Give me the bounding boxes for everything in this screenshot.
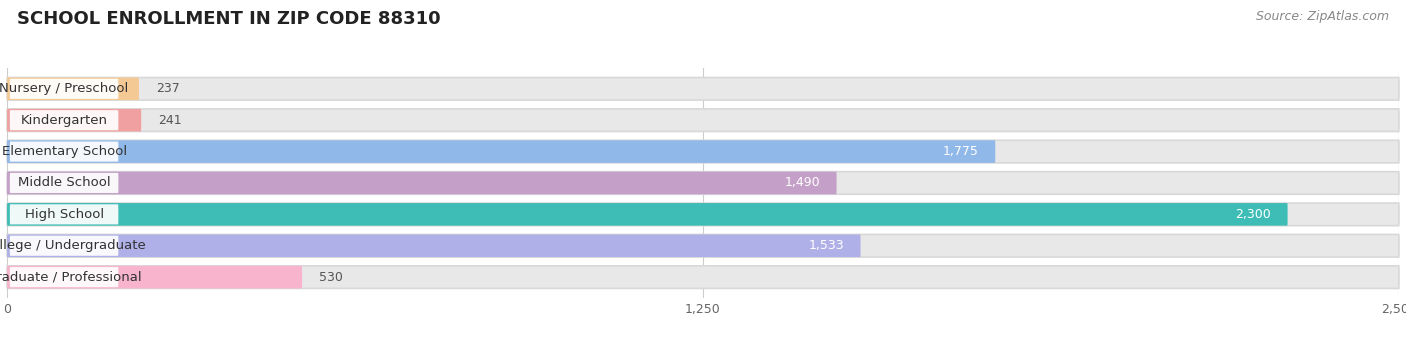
- Text: 530: 530: [319, 271, 343, 284]
- FancyBboxPatch shape: [10, 236, 118, 256]
- Text: 241: 241: [157, 114, 181, 127]
- Text: Nursery / Preschool: Nursery / Preschool: [0, 82, 129, 95]
- Text: Graduate / Professional: Graduate / Professional: [0, 271, 142, 284]
- FancyBboxPatch shape: [7, 266, 302, 288]
- Text: 2,300: 2,300: [1234, 208, 1271, 221]
- Text: 237: 237: [156, 82, 180, 95]
- FancyBboxPatch shape: [10, 79, 118, 99]
- Text: Elementary School: Elementary School: [1, 145, 127, 158]
- FancyBboxPatch shape: [7, 203, 1288, 226]
- FancyBboxPatch shape: [7, 109, 1399, 131]
- FancyBboxPatch shape: [7, 140, 995, 163]
- FancyBboxPatch shape: [7, 109, 141, 131]
- FancyBboxPatch shape: [7, 266, 1399, 288]
- Text: College / Undergraduate: College / Undergraduate: [0, 239, 146, 252]
- Text: Source: ZipAtlas.com: Source: ZipAtlas.com: [1256, 10, 1389, 23]
- FancyBboxPatch shape: [10, 142, 118, 162]
- FancyBboxPatch shape: [10, 204, 118, 224]
- FancyBboxPatch shape: [7, 172, 1399, 194]
- FancyBboxPatch shape: [7, 172, 837, 194]
- FancyBboxPatch shape: [7, 203, 1399, 226]
- Text: 1,490: 1,490: [785, 176, 820, 189]
- FancyBboxPatch shape: [7, 235, 860, 257]
- Text: High School: High School: [24, 208, 104, 221]
- Text: SCHOOL ENROLLMENT IN ZIP CODE 88310: SCHOOL ENROLLMENT IN ZIP CODE 88310: [17, 10, 440, 28]
- Text: Kindergarten: Kindergarten: [21, 114, 108, 127]
- Text: Middle School: Middle School: [18, 176, 111, 189]
- FancyBboxPatch shape: [7, 235, 1399, 257]
- FancyBboxPatch shape: [7, 140, 1399, 163]
- FancyBboxPatch shape: [10, 110, 118, 130]
- FancyBboxPatch shape: [7, 78, 139, 100]
- Text: 1,533: 1,533: [808, 239, 844, 252]
- FancyBboxPatch shape: [10, 267, 118, 287]
- Text: 1,775: 1,775: [943, 145, 979, 158]
- FancyBboxPatch shape: [10, 173, 118, 193]
- FancyBboxPatch shape: [7, 78, 1399, 100]
